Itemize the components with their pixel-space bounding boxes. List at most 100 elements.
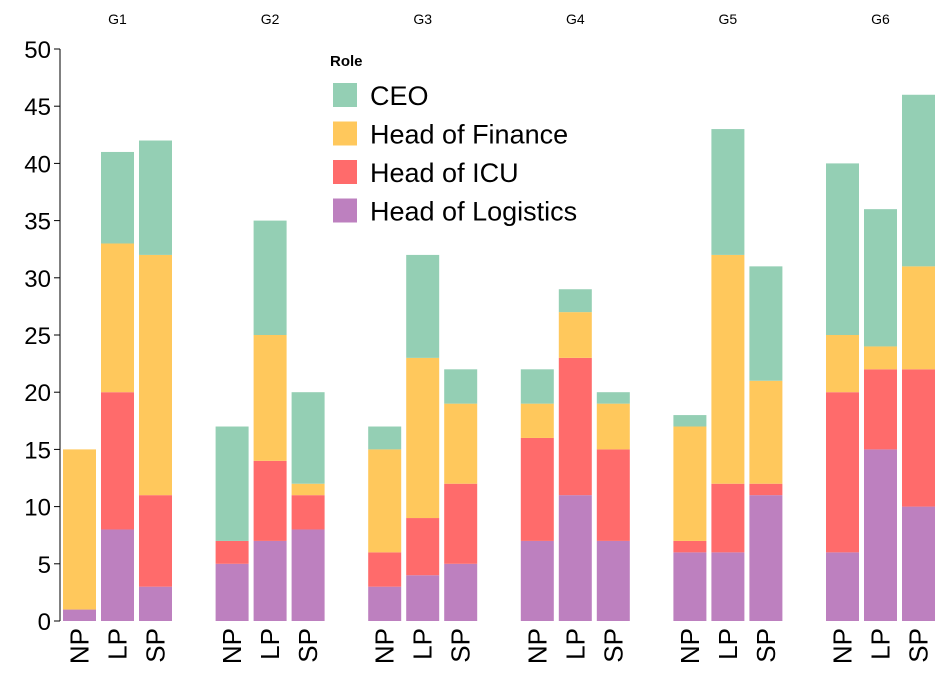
y-tick-label: 15	[24, 437, 51, 464]
legend-swatch	[333, 160, 357, 184]
legend-label: Head of ICU	[370, 158, 519, 188]
bar-segment	[368, 449, 402, 553]
y-tick-label: 20	[24, 380, 51, 407]
bar-segment	[558, 312, 592, 358]
bar-segment	[291, 495, 325, 530]
y-tick-label: 30	[24, 266, 51, 293]
bar-segment	[101, 151, 134, 244]
category-label: NP	[675, 628, 705, 664]
bar-segment	[368, 552, 402, 587]
category-label: LP	[103, 628, 133, 660]
facet-label: G6	[871, 11, 890, 27]
y-tick-label: 45	[24, 94, 51, 121]
y-tick-label: 5	[38, 552, 51, 579]
legend-swatch	[333, 198, 357, 223]
legend-label: Head of Logistics	[370, 197, 577, 227]
bar-segment	[101, 529, 134, 621]
bar-segment	[406, 575, 440, 621]
category-label: SP	[751, 628, 781, 663]
facet-label: G5	[719, 11, 738, 27]
bar-segment	[596, 540, 630, 621]
bar-segment	[711, 254, 745, 484]
category-label: LP	[866, 628, 896, 660]
bar-segment	[749, 266, 783, 381]
bar-segment	[558, 357, 592, 496]
bar-segment	[902, 506, 935, 621]
category-label: NP	[370, 628, 400, 664]
y-tick-label: 35	[24, 209, 51, 236]
bar-segment	[826, 335, 859, 393]
bar-segment	[215, 563, 249, 621]
bar-segment	[902, 369, 935, 507]
bar-segment	[864, 209, 897, 347]
facet-labels: G1 G2 G3 G4 G5 G6	[108, 11, 890, 27]
facet-label: G4	[566, 11, 585, 27]
bar-segment	[520, 369, 554, 404]
bar-segment	[864, 449, 897, 621]
bar-segment	[368, 586, 402, 621]
legend-swatch	[333, 83, 357, 107]
y-tick-label: 25	[24, 323, 51, 350]
bar-segment	[673, 552, 707, 621]
bar-segment	[826, 163, 859, 335]
bar-segment	[139, 254, 172, 496]
bar-segment	[63, 449, 96, 610]
bar-segment	[444, 483, 478, 564]
bar-segment	[864, 346, 897, 370]
y-tick-label: 40	[24, 151, 51, 178]
bar-segment	[673, 415, 707, 427]
bar-segment	[253, 540, 287, 621]
y-tick-label: 0	[38, 609, 51, 636]
bar-segment	[139, 495, 172, 587]
category-label: SP	[446, 628, 476, 663]
bar-segment	[749, 495, 783, 621]
category-label: LP	[560, 628, 590, 660]
bar-segment	[749, 483, 783, 496]
category-label: NP	[65, 628, 95, 664]
bar-segment	[215, 540, 249, 564]
category-label: LP	[408, 628, 438, 660]
legend-label: Head of Finance	[370, 120, 568, 150]
bar-segment	[444, 403, 478, 484]
bar-segment	[520, 437, 554, 541]
bar-segment	[673, 540, 707, 553]
bar-segment	[902, 94, 935, 267]
bar-segment	[291, 529, 325, 621]
y-axis: 0 5 10 15 20 25 30 35 40 45 50	[24, 37, 61, 636]
category-label: SP	[598, 628, 628, 663]
bar-segment	[711, 129, 745, 255]
bar-segment	[826, 552, 859, 621]
bar-segment	[63, 609, 96, 621]
bar-segment	[520, 403, 554, 438]
bar-segment	[291, 392, 325, 484]
bar-segment	[253, 335, 287, 461]
y-tick-label: 50	[24, 37, 51, 64]
bar-segment	[749, 380, 783, 484]
bar-segment	[864, 369, 897, 450]
bar-segment	[444, 369, 478, 404]
category-label: NP	[522, 628, 552, 664]
bar-segment	[101, 392, 134, 530]
y-tick-label: 10	[24, 495, 51, 522]
bar-segment	[406, 357, 440, 519]
bar-segment	[291, 483, 325, 496]
bar-segment	[596, 392, 630, 404]
category-label: SP	[293, 628, 323, 663]
bar-segment	[673, 426, 707, 541]
category-labels: NP LP SP NP LP SP NP LP SP NP LP SP NP LP SP NP LP SP	[65, 628, 934, 664]
bar-segment	[368, 426, 402, 450]
bar-segment	[520, 540, 554, 621]
bar-segment	[902, 266, 935, 370]
facet-label: G2	[261, 11, 280, 27]
bar-segment	[101, 243, 134, 393]
bar-segment	[596, 449, 630, 541]
bar-segment	[253, 460, 287, 541]
legend-swatch	[333, 121, 357, 146]
bar-segment	[444, 563, 478, 621]
bar-segment	[711, 552, 745, 621]
bar-segment	[139, 140, 172, 255]
bar-segment	[596, 403, 630, 450]
legend-label: CEO	[370, 81, 429, 111]
bar-segment	[406, 518, 440, 576]
